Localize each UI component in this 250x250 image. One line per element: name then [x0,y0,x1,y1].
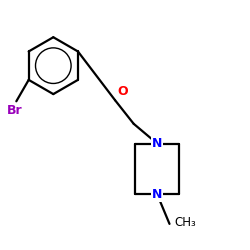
Text: O: O [118,85,128,98]
Text: CH₃: CH₃ [174,216,196,229]
Text: N: N [152,137,162,150]
Text: Br: Br [7,104,23,117]
Text: N: N [152,188,162,201]
